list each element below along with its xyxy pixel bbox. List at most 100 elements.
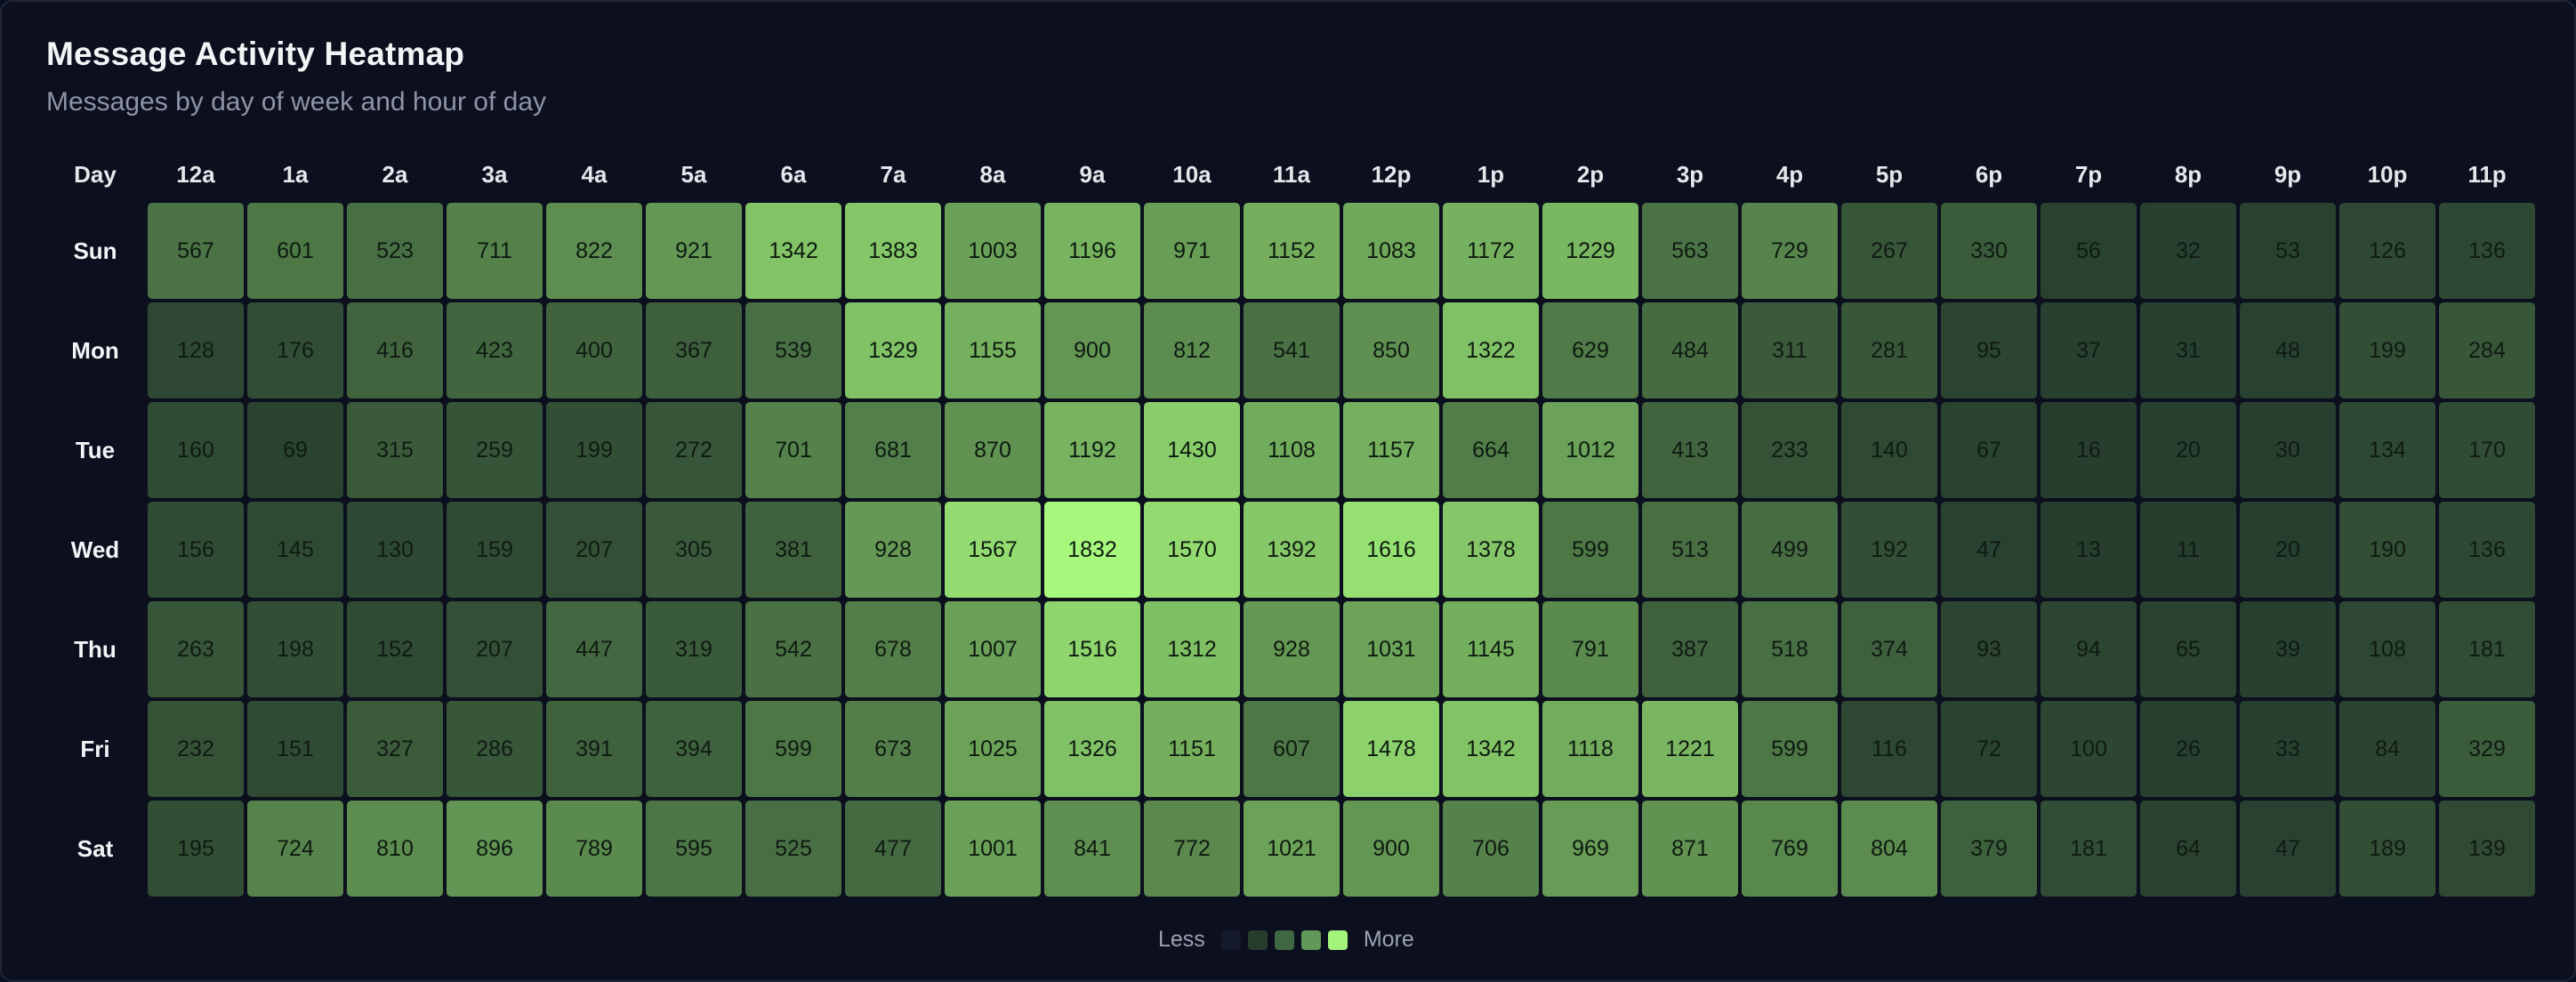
heatmap-cell-mon-9a[interactable]: 900 [1044,302,1140,398]
heatmap-cell-wed-2p[interactable]: 599 [1542,502,1638,598]
heatmap-cell-fri-6a[interactable]: 599 [745,701,841,797]
heatmap-cell-sun-4p[interactable]: 729 [1742,203,1838,299]
heatmap-cell-sat-3a[interactable]: 896 [447,801,543,897]
heatmap-cell-mon-8p[interactable]: 31 [2140,302,2236,398]
heatmap-cell-sun-7a[interactable]: 1383 [845,203,941,299]
heatmap-cell-wed-12p[interactable]: 1616 [1343,502,1439,598]
heatmap-cell-mon-9p[interactable]: 48 [2240,302,2336,398]
heatmap-cell-fri-12a[interactable]: 232 [148,701,244,797]
heatmap-cell-fri-8a[interactable]: 1025 [945,701,1041,797]
heatmap-cell-wed-7a[interactable]: 928 [845,502,941,598]
heatmap-cell-thu-3p[interactable]: 387 [1642,601,1738,697]
heatmap-cell-mon-10p[interactable]: 199 [2339,302,2435,398]
heatmap-cell-mon-7p[interactable]: 37 [2041,302,2137,398]
heatmap-cell-sat-6a[interactable]: 525 [745,801,841,897]
heatmap-cell-fri-3a[interactable]: 286 [447,701,543,797]
heatmap-cell-mon-11a[interactable]: 541 [1244,302,1340,398]
heatmap-cell-mon-5a[interactable]: 367 [646,302,742,398]
heatmap-cell-tue-5a[interactable]: 272 [646,402,742,498]
heatmap-cell-wed-11a[interactable]: 1392 [1244,502,1340,598]
heatmap-cell-tue-8a[interactable]: 870 [945,402,1041,498]
heatmap-cell-thu-4p[interactable]: 518 [1742,601,1838,697]
heatmap-cell-thu-9a[interactable]: 1516 [1044,601,1140,697]
heatmap-cell-sun-2a[interactable]: 523 [347,203,443,299]
heatmap-cell-sun-6p[interactable]: 330 [1941,203,2037,299]
heatmap-cell-tue-4p[interactable]: 233 [1742,402,1838,498]
heatmap-cell-fri-7p[interactable]: 100 [2041,701,2137,797]
heatmap-cell-tue-6a[interactable]: 701 [745,402,841,498]
heatmap-cell-wed-7p[interactable]: 13 [2041,502,2137,598]
heatmap-cell-fri-4a[interactable]: 391 [546,701,642,797]
heatmap-cell-wed-2a[interactable]: 130 [347,502,443,598]
heatmap-cell-sun-10a[interactable]: 971 [1144,203,1240,299]
heatmap-cell-thu-1a[interactable]: 198 [247,601,343,697]
heatmap-cell-tue-9a[interactable]: 1192 [1044,402,1140,498]
heatmap-cell-mon-5p[interactable]: 281 [1841,302,1937,398]
heatmap-cell-sun-11a[interactable]: 1152 [1244,203,1340,299]
heatmap-cell-thu-12p[interactable]: 1031 [1343,601,1439,697]
heatmap-cell-mon-12a[interactable]: 128 [148,302,244,398]
heatmap-cell-mon-6a[interactable]: 539 [745,302,841,398]
heatmap-cell-mon-1a[interactable]: 176 [247,302,343,398]
heatmap-cell-tue-4a[interactable]: 199 [546,402,642,498]
heatmap-cell-fri-10a[interactable]: 1151 [1144,701,1240,797]
heatmap-cell-mon-11p[interactable]: 284 [2439,302,2535,398]
heatmap-cell-wed-9a[interactable]: 1832 [1044,502,1140,598]
heatmap-cell-sat-12p[interactable]: 900 [1343,801,1439,897]
heatmap-cell-fri-11a[interactable]: 607 [1244,701,1340,797]
heatmap-cell-mon-2a[interactable]: 416 [347,302,443,398]
heatmap-cell-fri-4p[interactable]: 599 [1742,701,1838,797]
heatmap-cell-sun-4a[interactable]: 822 [546,203,642,299]
heatmap-cell-thu-3a[interactable]: 207 [447,601,543,697]
heatmap-cell-wed-4p[interactable]: 499 [1742,502,1838,598]
heatmap-cell-tue-9p[interactable]: 30 [2240,402,2336,498]
heatmap-cell-thu-9p[interactable]: 39 [2240,601,2336,697]
heatmap-cell-sun-1a[interactable]: 601 [247,203,343,299]
heatmap-cell-sat-2a[interactable]: 810 [347,801,443,897]
heatmap-cell-sat-6p[interactable]: 379 [1941,801,2037,897]
heatmap-cell-thu-6a[interactable]: 542 [745,601,841,697]
heatmap-cell-mon-3p[interactable]: 484 [1642,302,1738,398]
heatmap-cell-wed-3a[interactable]: 159 [447,502,543,598]
heatmap-cell-thu-5p[interactable]: 374 [1841,601,1937,697]
heatmap-cell-sun-1p[interactable]: 1172 [1443,203,1539,299]
heatmap-cell-fri-5p[interactable]: 116 [1841,701,1937,797]
heatmap-cell-sat-8a[interactable]: 1001 [945,801,1041,897]
heatmap-cell-mon-1p[interactable]: 1322 [1443,302,1539,398]
heatmap-cell-sun-5p[interactable]: 267 [1841,203,1937,299]
heatmap-cell-thu-11p[interactable]: 181 [2439,601,2535,697]
heatmap-cell-sat-9a[interactable]: 841 [1044,801,1140,897]
heatmap-cell-tue-11a[interactable]: 1108 [1244,402,1340,498]
heatmap-cell-thu-11a[interactable]: 928 [1244,601,1340,697]
heatmap-cell-tue-8p[interactable]: 20 [2140,402,2236,498]
heatmap-cell-mon-12p[interactable]: 850 [1343,302,1439,398]
heatmap-cell-mon-2p[interactable]: 629 [1542,302,1638,398]
heatmap-cell-thu-6p[interactable]: 93 [1941,601,2037,697]
heatmap-cell-fri-8p[interactable]: 26 [2140,701,2236,797]
heatmap-cell-sat-5p[interactable]: 804 [1841,801,1937,897]
heatmap-cell-sun-11p[interactable]: 136 [2439,203,2535,299]
heatmap-cell-tue-10p[interactable]: 134 [2339,402,2435,498]
heatmap-cell-sat-4a[interactable]: 789 [546,801,642,897]
heatmap-cell-mon-6p[interactable]: 95 [1941,302,2037,398]
heatmap-cell-sat-8p[interactable]: 64 [2140,801,2236,897]
heatmap-cell-wed-8a[interactable]: 1567 [945,502,1041,598]
heatmap-cell-fri-9p[interactable]: 33 [2240,701,2336,797]
heatmap-cell-sat-7a[interactable]: 477 [845,801,941,897]
heatmap-cell-sun-9a[interactable]: 1196 [1044,203,1140,299]
heatmap-cell-mon-10a[interactable]: 812 [1144,302,1240,398]
heatmap-cell-tue-12a[interactable]: 160 [148,402,244,498]
heatmap-cell-thu-8a[interactable]: 1007 [945,601,1041,697]
heatmap-cell-tue-7a[interactable]: 681 [845,402,941,498]
heatmap-cell-mon-4a[interactable]: 400 [546,302,642,398]
heatmap-cell-wed-6p[interactable]: 47 [1941,502,2037,598]
heatmap-cell-tue-12p[interactable]: 1157 [1343,402,1439,498]
heatmap-cell-sun-8a[interactable]: 1003 [945,203,1041,299]
heatmap-cell-sun-9p[interactable]: 53 [2240,203,2336,299]
heatmap-cell-thu-2p[interactable]: 791 [1542,601,1638,697]
heatmap-cell-tue-2p[interactable]: 1012 [1542,402,1638,498]
heatmap-cell-wed-8p[interactable]: 11 [2140,502,2236,598]
heatmap-cell-fri-5a[interactable]: 394 [646,701,742,797]
heatmap-cell-sat-9p[interactable]: 47 [2240,801,2336,897]
heatmap-cell-sat-1a[interactable]: 724 [247,801,343,897]
